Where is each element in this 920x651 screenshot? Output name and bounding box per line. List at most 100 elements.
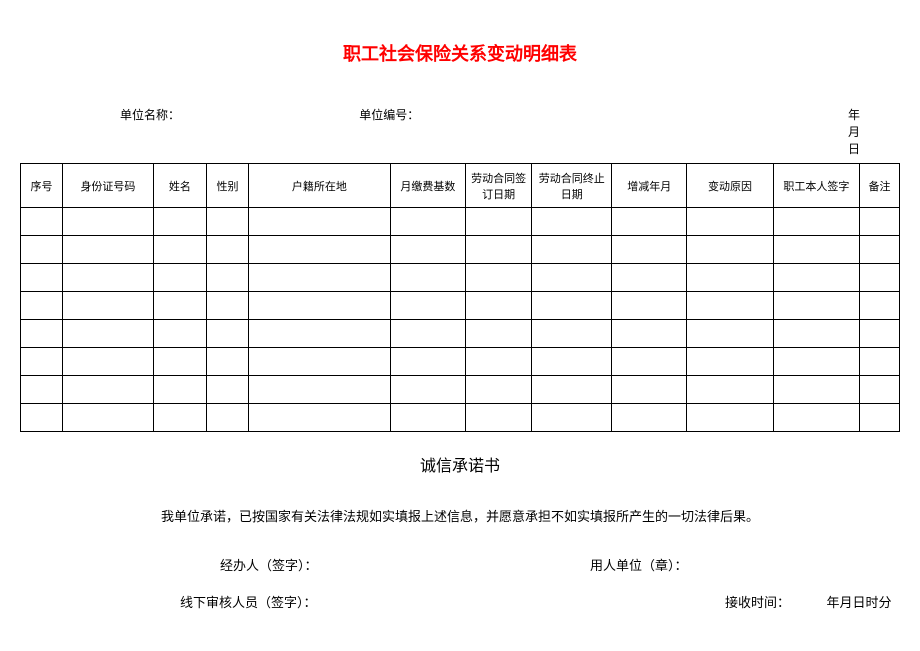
main-table: 序号身份证号码姓名性别户籍所在地月缴费基数劳动合同签订日期劳动合同终止日期增减年… [20, 163, 900, 432]
table-cell [249, 404, 391, 432]
table-cell [21, 292, 63, 320]
table-cell [249, 348, 391, 376]
table-cell [465, 292, 531, 320]
table-cell [206, 404, 248, 432]
handler-signature-label: 经办人（签字）： [220, 555, 590, 574]
table-cell [21, 376, 63, 404]
table-cell [687, 404, 773, 432]
table-cell [21, 208, 63, 236]
table-cell [153, 236, 206, 264]
table-cell [773, 348, 859, 376]
table-cell [687, 320, 773, 348]
table-cell [465, 404, 531, 432]
table-row [21, 376, 900, 404]
header-labels: 单位名称： 单位编号： 年月日 [120, 106, 860, 163]
table-cell [153, 404, 206, 432]
table-cell [21, 264, 63, 292]
table-cell [687, 348, 773, 376]
table-cell [465, 320, 531, 348]
table-cell [153, 292, 206, 320]
receive-time-value: 年月日时分 [827, 595, 892, 610]
column-header-7: 劳动合同终止日期 [532, 164, 612, 208]
column-header-0: 序号 [21, 164, 63, 208]
column-header-3: 性别 [206, 164, 248, 208]
table-cell [687, 236, 773, 264]
table-cell [773, 320, 859, 348]
table-cell [206, 376, 248, 404]
commitment-subtitle: 诚信承诺书 [20, 452, 900, 476]
table-cell [390, 292, 465, 320]
table-cell [465, 208, 531, 236]
table-cell [612, 264, 687, 292]
commitment-text: 我单位承诺，已按国家有关法律法规如实填报上述信息，并愿意承担不如实填报所产生的一… [20, 506, 900, 525]
table-cell [860, 376, 900, 404]
table-cell [390, 348, 465, 376]
column-header-1: 身份证号码 [63, 164, 154, 208]
table-cell [390, 264, 465, 292]
table-cell [532, 376, 612, 404]
table-cell [465, 236, 531, 264]
table-cell [63, 292, 154, 320]
table-cell [206, 292, 248, 320]
table-header-row: 序号身份证号码姓名性别户籍所在地月缴费基数劳动合同签订日期劳动合同终止日期增减年… [21, 164, 900, 208]
table-cell [773, 264, 859, 292]
receive-time-label: 接收时间： [725, 595, 790, 610]
table-cell [860, 348, 900, 376]
table-cell [860, 264, 900, 292]
receive-time: 接收时间： 年月日时分 [725, 592, 892, 611]
table-cell [249, 292, 391, 320]
table-row [21, 404, 900, 432]
table-row [21, 264, 900, 292]
table-cell [687, 376, 773, 404]
date-label: 年月日 [738, 106, 860, 157]
table-row [21, 348, 900, 376]
table-cell [206, 236, 248, 264]
table-cell [206, 208, 248, 236]
table-cell [687, 292, 773, 320]
table-cell [532, 320, 612, 348]
table-cell [249, 264, 391, 292]
page-title: 职工社会保险关系变动明细表 [20, 40, 900, 66]
table-cell [63, 264, 154, 292]
column-header-10: 职工本人签字 [773, 164, 859, 208]
table-cell [390, 320, 465, 348]
table-cell [612, 208, 687, 236]
table-cell [860, 404, 900, 432]
table-cell [390, 404, 465, 432]
table-cell [153, 376, 206, 404]
column-header-9: 变动原因 [687, 164, 773, 208]
table-cell [612, 404, 687, 432]
table-cell [612, 320, 687, 348]
table-cell [860, 320, 900, 348]
table-cell [860, 292, 900, 320]
table-body [21, 208, 900, 432]
table-cell [532, 208, 612, 236]
table-cell [612, 348, 687, 376]
table-cell [860, 208, 900, 236]
table-cell [773, 292, 859, 320]
table-cell [532, 264, 612, 292]
table-row [21, 320, 900, 348]
table-cell [249, 208, 391, 236]
table-cell [153, 348, 206, 376]
table-cell [249, 236, 391, 264]
table-cell [63, 348, 154, 376]
table-cell [63, 236, 154, 264]
table-cell [687, 264, 773, 292]
table-cell [21, 404, 63, 432]
table-cell [465, 264, 531, 292]
table-cell [465, 376, 531, 404]
table-row [21, 208, 900, 236]
table-cell [153, 320, 206, 348]
table-cell [773, 208, 859, 236]
signature-row-2: 线下审核人员（签字）： 接收时间： 年月日时分 [20, 592, 900, 611]
table-cell [206, 348, 248, 376]
column-header-11: 备注 [860, 164, 900, 208]
table-row [21, 236, 900, 264]
table-cell [249, 320, 391, 348]
table-cell [63, 376, 154, 404]
reviewer-signature-label: 线下审核人员（签字）： [180, 592, 725, 611]
column-header-2: 姓名 [153, 164, 206, 208]
table-cell [532, 404, 612, 432]
table-cell [63, 404, 154, 432]
